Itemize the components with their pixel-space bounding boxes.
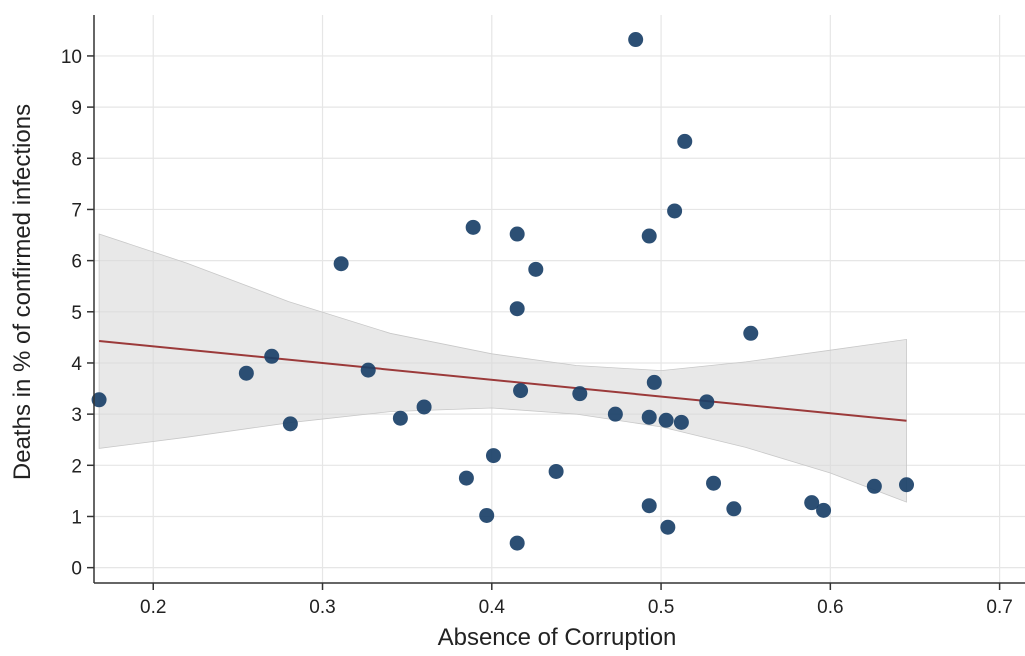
data-point [572, 386, 588, 402]
x-tick-label: 0.3 [309, 597, 335, 618]
data-point [333, 256, 349, 272]
y-tick-label: 4 [71, 354, 82, 375]
data-point [238, 365, 254, 381]
data-point [513, 383, 529, 399]
confidence-band [98, 233, 907, 503]
data-point [392, 410, 408, 426]
x-axis-title: Absence of Corruption [438, 624, 677, 651]
data-point [485, 448, 501, 464]
data-point [706, 475, 722, 491]
data-point [465, 219, 481, 235]
data-point [607, 406, 623, 422]
data-point [816, 502, 832, 518]
y-tick-label: 2 [71, 456, 82, 477]
data-point [628, 32, 644, 48]
confidence-band-layer [98, 233, 907, 503]
data-point [667, 203, 683, 219]
x-tick-label: 0.4 [479, 597, 506, 618]
data-point [282, 416, 298, 432]
data-point [641, 228, 657, 244]
fit-line-layer [98, 339, 907, 422]
x-tick-label: 0.6 [817, 597, 843, 618]
x-tick-label: 0.2 [140, 597, 166, 618]
data-point [641, 409, 657, 425]
y-axis-title: Deaths in % of confirmed infections [9, 104, 36, 480]
y-tick-label: 6 [71, 252, 82, 273]
data-point [509, 301, 525, 317]
y-tick-label: 7 [71, 200, 82, 221]
data-point [548, 463, 564, 479]
data-point [479, 507, 495, 523]
fit-line [98, 339, 907, 422]
y-tick-label: 10 [61, 47, 82, 68]
data-point [641, 498, 657, 514]
tick-marks: 0 1 2 3 4 5 6 7 8 9 10 0.2 0.3 0.4 0.5 0.6 0.7 [61, 47, 1013, 618]
data-point [677, 133, 693, 149]
data-point [528, 261, 544, 277]
data-point [658, 412, 674, 428]
data-points [91, 32, 915, 551]
data-point [416, 399, 432, 415]
data-point [899, 477, 915, 493]
data-point [509, 226, 525, 242]
data-point [804, 495, 820, 511]
y-tick-label: 8 [71, 149, 82, 170]
data-point [360, 362, 376, 378]
x-tick-label: 0.7 [986, 597, 1012, 618]
y-tick-label: 1 [71, 507, 82, 528]
data-point [660, 519, 676, 535]
data-point [699, 394, 715, 410]
y-tick-label: 0 [71, 559, 82, 580]
y-tick-label: 3 [71, 405, 82, 426]
data-point [646, 374, 662, 390]
data-point [264, 348, 280, 364]
data-point [91, 392, 107, 408]
y-tick-label: 5 [71, 303, 82, 324]
x-tick-label: 0.5 [648, 597, 674, 618]
data-point [866, 478, 882, 494]
data-point [673, 414, 689, 430]
axes [93, 15, 1025, 584]
y-tick-label: 9 [71, 98, 82, 119]
data-point [458, 470, 474, 486]
data-point [743, 325, 759, 341]
data-point [509, 535, 525, 551]
data-point [726, 501, 742, 517]
